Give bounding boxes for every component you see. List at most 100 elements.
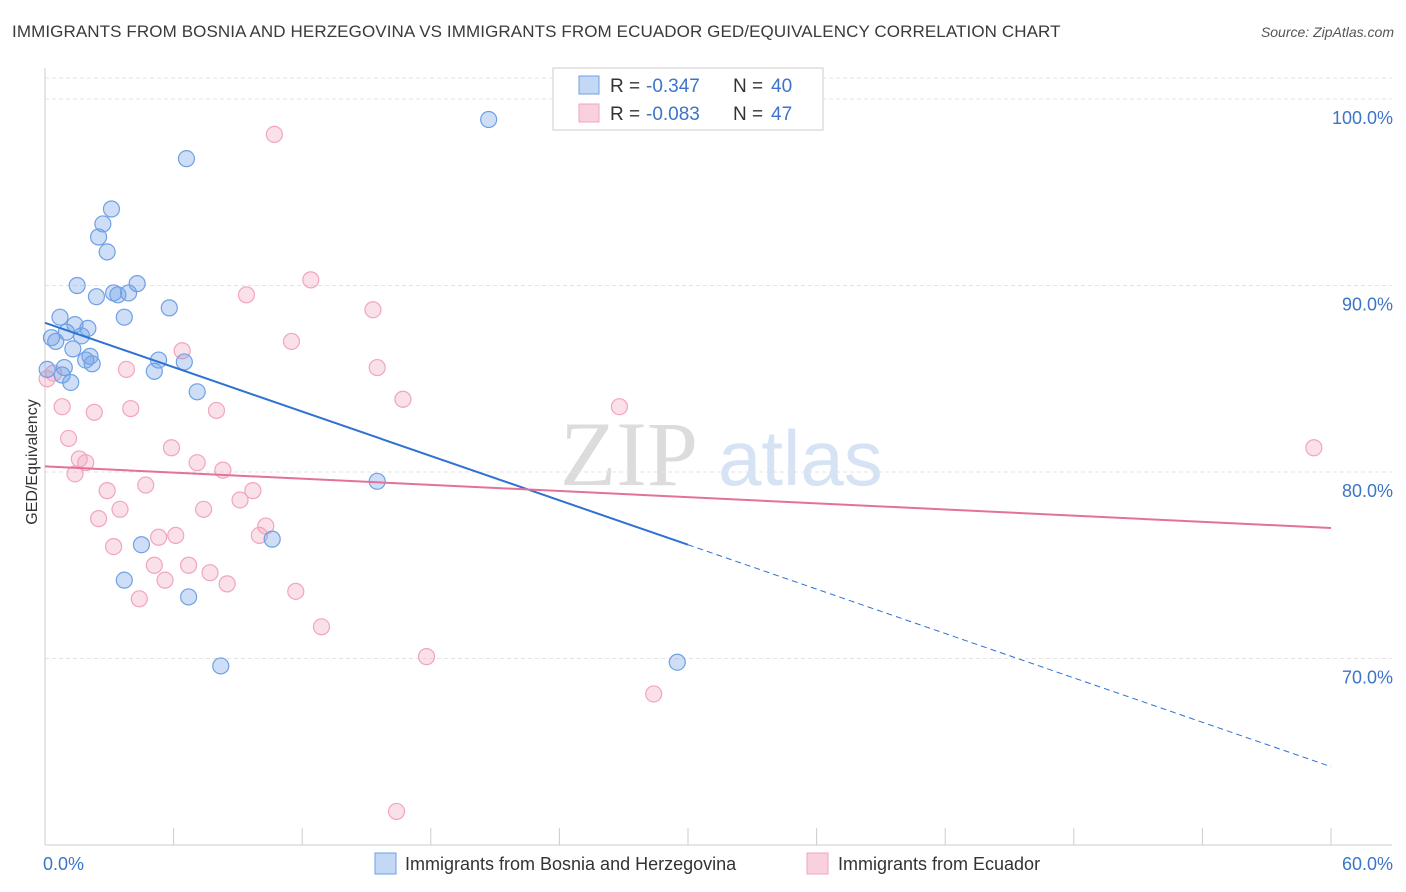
series-bosnia-points (38, 110, 686, 675)
bottom-legend-label-ecuador: Immigrants from Ecuador (838, 854, 1040, 874)
ecuador-point (162, 439, 181, 457)
bosnia-point (81, 347, 99, 365)
ecuador-point (156, 571, 174, 589)
legend-n-label-2: N = (733, 104, 763, 125)
ecuador-point (282, 332, 301, 351)
ecuador-point (302, 271, 320, 289)
ecuador-point (117, 360, 136, 379)
bosnia-point (102, 200, 121, 218)
bosnia-point (79, 319, 97, 337)
bosnia-point (177, 150, 196, 168)
legend-swatch-ecuador (578, 103, 600, 123)
ecuador-point (59, 429, 78, 448)
watermark-atlas: atlas (718, 414, 883, 502)
x-tick-label-max: 60.0% (1342, 854, 1393, 874)
ecuador-point (111, 500, 129, 518)
bosnia-point (668, 653, 686, 671)
ecuador-point (368, 358, 386, 377)
ecuador-point (98, 482, 116, 500)
legend-r-value-2: -0.083 (646, 104, 700, 125)
ecuador-point (265, 125, 283, 144)
ecuador-point (610, 398, 629, 416)
bosnia-point (115, 308, 133, 326)
ecuador-point (417, 648, 436, 666)
bosnia-point (128, 275, 146, 293)
ecuador-point (85, 403, 103, 421)
legend-r-label-2: R = (610, 104, 640, 125)
watermark: ZIP atlas (560, 403, 883, 505)
trend-lines (44, 321, 1332, 768)
ecuador-point (145, 556, 163, 574)
ecuador-point (89, 510, 108, 528)
ecuador-point (195, 500, 213, 518)
series-ecuador-points (38, 125, 1323, 821)
ecuador-trend-line (44, 465, 1332, 529)
bosnia-point (89, 228, 108, 246)
ecuador-point (201, 564, 219, 582)
x-tick-label-min: 0.0% (43, 854, 84, 874)
ecuador-point (231, 491, 249, 509)
axes (44, 68, 1392, 846)
ecuador-point (250, 526, 268, 545)
ecuador-point (137, 476, 155, 494)
chart-title: IMMIGRANTS FROM BOSNIA AND HERZEGOVINA V… (12, 22, 1061, 41)
y-tick-label: 90.0% (1342, 294, 1393, 314)
ecuador-point (104, 537, 123, 556)
gridlines (45, 77, 1392, 659)
ecuador-point (149, 528, 168, 546)
bosnia-point (132, 536, 151, 554)
bosnia-point (160, 299, 178, 317)
watermark-zip: ZIP (560, 403, 698, 505)
ecuador-point (53, 398, 71, 416)
legend-n-value-1: 40 (771, 76, 792, 97)
bosnia-trend-line (44, 321, 689, 546)
ecuador-point (364, 301, 382, 319)
ecuador-point (188, 454, 206, 472)
legend-r-label-1: R = (610, 76, 640, 97)
bosnia-point (180, 588, 198, 606)
y-tick-label: 100.0% (1332, 108, 1393, 128)
bosnia-point (109, 286, 127, 304)
bosnia-point (51, 308, 69, 326)
ecuador-point (130, 590, 148, 608)
y-axis-title: GED/Equivalency (24, 399, 41, 524)
bosnia-point (175, 353, 193, 371)
y-tick-label: 70.0% (1342, 667, 1393, 687)
x-tick-labels: 0.0% 60.0% (43, 854, 1393, 874)
legend: R = -0.347 N = 40 R = -0.083 N = 47 (552, 67, 824, 131)
ecuador-point (122, 399, 140, 418)
bosnia-point (64, 340, 82, 358)
ecuador-point (207, 401, 226, 420)
ecuador-point (244, 482, 262, 500)
y-tick-labels: 70.0% 80.0% 90.0% 100.0% (1332, 108, 1393, 688)
legend-r-value-1: -0.347 (646, 76, 700, 97)
bosnia-point (145, 362, 163, 380)
ecuador-point (287, 582, 305, 600)
ecuador-point (77, 454, 95, 472)
bottom-legend: Immigrants from Bosnia and Herzegovina I… (374, 852, 1040, 875)
bosnia-point (188, 383, 206, 401)
legend-n-value-2: 47 (771, 104, 792, 125)
bottom-legend-swatch-ecuador (806, 852, 829, 875)
bosnia-point (38, 360, 56, 379)
bottom-legend-label-bosnia: Immigrants from Bosnia and Herzegovina (405, 854, 737, 874)
ecuador-point (394, 390, 412, 408)
bosnia-point (263, 530, 281, 548)
bosnia-point (212, 657, 230, 675)
legend-swatch-bosnia (578, 75, 600, 95)
ecuador-point (180, 556, 198, 574)
bosnia-point (98, 243, 116, 261)
bosnia-point (119, 284, 138, 302)
source-label: Source: ZipAtlas.com (1260, 24, 1394, 40)
legend-n-label-1: N = (733, 76, 763, 97)
ecuador-point (167, 526, 185, 545)
ecuador-point (645, 685, 663, 703)
bosnia-point (115, 571, 133, 589)
ecuador-point (237, 286, 256, 304)
bosnia-point (94, 215, 112, 233)
bottom-legend-swatch-bosnia (374, 852, 397, 875)
ecuador-point (218, 575, 236, 593)
ecuador-point (387, 802, 406, 821)
bosnia-point (87, 288, 106, 306)
